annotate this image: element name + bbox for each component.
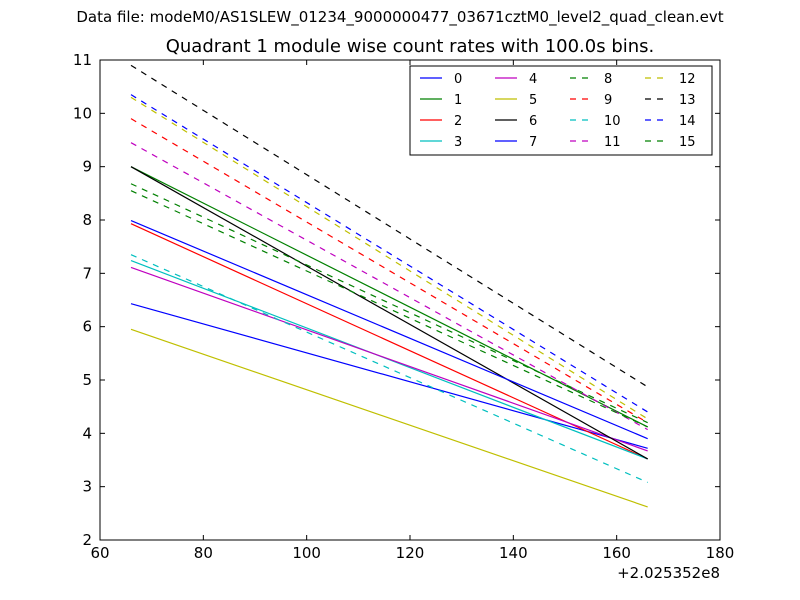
series-line-10 — [130, 254, 648, 483]
y-tick-label: 6 — [82, 318, 92, 336]
y-tick-label: 4 — [82, 424, 92, 442]
y-tick-label: 9 — [82, 158, 92, 176]
series-line-14 — [130, 94, 648, 413]
series-line-13 — [130, 64, 648, 388]
series-layer — [130, 64, 648, 508]
legend-box — [409, 65, 713, 156]
series-line-11 — [130, 142, 648, 431]
legend-label-3: 3 — [454, 135, 462, 150]
y-tick-label: 10 — [73, 104, 92, 122]
legend-label-14: 14 — [679, 114, 696, 129]
x-tick-label: 120 — [396, 544, 425, 562]
series-line-8 — [130, 183, 648, 424]
legend-label-0: 0 — [454, 72, 462, 87]
series-line-15 — [130, 190, 648, 428]
y-tick-label: 11 — [73, 51, 92, 69]
series-line-5 — [130, 328, 648, 508]
y-tick-label: 2 — [82, 531, 92, 549]
series-line-7 — [130, 219, 648, 440]
figure-suptitle: Data file: modeM0/AS1SLEW_01234_90000004… — [76, 8, 724, 26]
legend-label-7: 7 — [529, 135, 537, 150]
series-line-0 — [130, 303, 648, 449]
x-axis-offset-label: +2.025352e8 — [617, 564, 720, 582]
legend-label-13: 13 — [679, 93, 696, 108]
x-tick-label: 80 — [194, 544, 213, 562]
legend-label-5: 5 — [529, 93, 537, 108]
x-tick-label: 100 — [292, 544, 321, 562]
legend-label-1: 1 — [454, 93, 462, 108]
legend-label-8: 8 — [604, 72, 612, 87]
chart-title: Quadrant 1 module wise count rates with … — [165, 36, 655, 57]
legend-label-4: 4 — [529, 72, 537, 87]
x-tick-label: 140 — [499, 544, 528, 562]
legend-label-15: 15 — [679, 135, 696, 150]
legend-label-11: 11 — [604, 135, 621, 150]
legend-label-12: 12 — [679, 72, 696, 87]
series-line-4 — [130, 266, 648, 452]
legend-label-9: 9 — [604, 93, 612, 108]
x-tick-label: 160 — [602, 544, 631, 562]
y-tick-label: 3 — [82, 478, 92, 496]
legend-label-2: 2 — [454, 114, 462, 129]
legend-label-10: 10 — [604, 114, 621, 129]
y-tick-label: 5 — [82, 371, 92, 389]
series-line-9 — [130, 118, 648, 424]
y-tick-label: 8 — [82, 211, 92, 229]
series-line-1 — [130, 166, 648, 428]
series-line-12 — [130, 96, 648, 420]
x-axis: 60 80 100 120 140 160 180 — [90, 60, 734, 562]
y-tick-label: 7 — [82, 264, 92, 282]
series-line-6 — [130, 166, 648, 460]
x-tick-label: 60 — [90, 544, 109, 562]
x-tick-label: 180 — [706, 544, 735, 562]
legend-label-6: 6 — [529, 114, 537, 129]
